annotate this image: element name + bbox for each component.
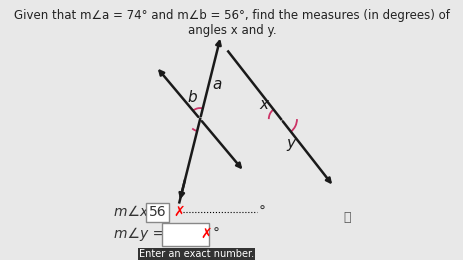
Text: y: y (286, 136, 295, 151)
Text: °: ° (258, 205, 265, 219)
Text: m∠x =: m∠x = (114, 205, 164, 219)
Text: b: b (188, 89, 197, 105)
Text: ⓘ: ⓘ (343, 211, 350, 224)
Text: ✗: ✗ (200, 227, 211, 241)
Text: a: a (212, 77, 221, 92)
Text: x: x (259, 97, 268, 112)
Text: Enter an exact number.: Enter an exact number. (138, 249, 253, 259)
Text: Given that m∠a = 74° and m∠b = 56°, find the measures (in degrees) of angles x a: Given that m∠a = 74° and m∠b = 56°, find… (14, 9, 449, 37)
Text: m∠y =: m∠y = (114, 227, 164, 241)
Text: ✗: ✗ (173, 205, 184, 219)
Text: 56: 56 (148, 205, 166, 219)
Text: °: ° (212, 227, 219, 241)
